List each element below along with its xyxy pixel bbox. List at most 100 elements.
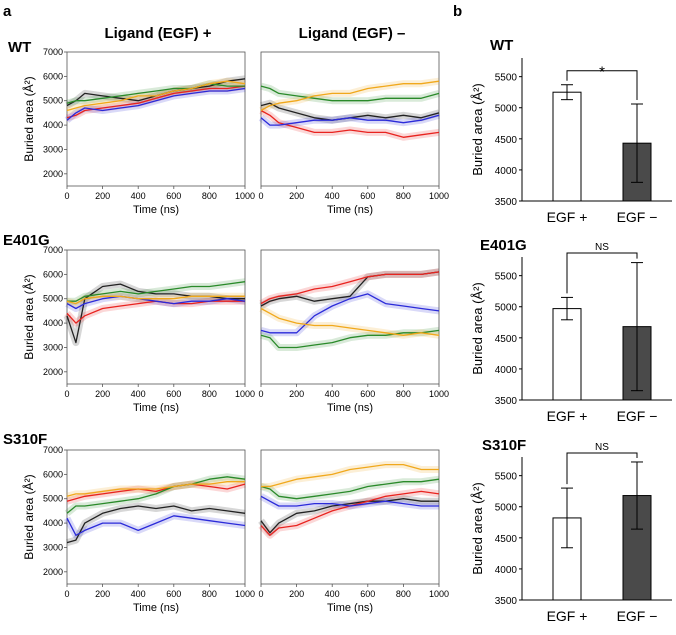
chart-e401g-bar-ytick-label: 5500 xyxy=(495,272,518,283)
chart-e401g-plus-xtick-label: 400 xyxy=(131,389,146,399)
chart-wt-minus-series-red xyxy=(260,109,440,138)
chart-e401g-bar-ytick-label: 4500 xyxy=(495,334,518,345)
chart-e401g-minus-xtick-label: 1000 xyxy=(429,389,449,399)
chart-wt-plus-xtick-label: 800 xyxy=(202,191,217,201)
chart-s310f-plus-xlabel: Time (ns) xyxy=(133,602,179,614)
chart-e401g-plus-xtick-label: 600 xyxy=(166,389,181,399)
chart-wt-minus-xtick-label: 800 xyxy=(396,191,411,201)
chart-e401g-bar-bar-0 xyxy=(552,308,582,401)
chart-wt-plus-xtick-label: 0 xyxy=(64,191,69,201)
chart-wt-minus-xtick-label: 1000 xyxy=(429,191,449,201)
chart-e401g-plus-ytick-label: 6000 xyxy=(43,269,63,279)
chart-s310f-bar-category-label-1: EGF − xyxy=(617,608,658,624)
chart-e401g-minus-frame xyxy=(260,249,440,385)
chart-e401g-plus-series-green xyxy=(67,281,246,302)
chart-wt-bar-ytick-label: 5500 xyxy=(495,73,518,84)
column-header-plus: Ligand (EGF) + xyxy=(104,25,211,42)
chart-wt-minus-xtick-label: 0 xyxy=(258,191,263,201)
chart-s310f-minus-series-red xyxy=(260,490,440,536)
chart-s310f-minus-xtick-label: 600 xyxy=(360,589,375,599)
column-header-minus: Ligand (EGF) – xyxy=(299,25,406,42)
chart-s310f-plus-ytick-label: 6000 xyxy=(43,469,63,479)
chart-s310f-bar-category-label-0: EGF + xyxy=(547,608,588,624)
chart-e401g-bar-ytick-label: 3500 xyxy=(495,396,518,407)
row-label: E401G xyxy=(480,237,527,254)
chart-s310f-bar-significance-bracket xyxy=(566,452,638,485)
chart-e401g-minus-xtick-label: 400 xyxy=(325,389,340,399)
chart-e401g-minus-xtick-label: 0 xyxy=(258,389,263,399)
chart-e401g-bar-ylabel: Buried area (Å²) xyxy=(470,282,485,374)
chart-wt-minus-xtick-label: 200 xyxy=(289,191,304,201)
chart-e401g-plus-ytick-label: 7000 xyxy=(43,245,63,255)
chart-wt-plus-xtick-label: 600 xyxy=(166,191,181,201)
chart-wt-bar-significance-label: * xyxy=(599,64,605,81)
chart-wt-minus-series-green xyxy=(260,85,440,102)
chart-wt-plus-series-black xyxy=(66,78,246,107)
chart-s310f-plus-xtick-label: 600 xyxy=(166,589,181,599)
chart-e401g-plus-xtick-label: 1000 xyxy=(235,389,255,399)
chart-e401g-plus-xtick-label: 800 xyxy=(202,389,217,399)
chart-e401g-plus-ytick-label: 2000 xyxy=(43,367,63,377)
chart-e401g-minus-xlabel: Time (ns) xyxy=(327,402,373,414)
chart-s310f-plus-xtick-label: 1000 xyxy=(235,589,255,599)
chart-wt-plus-ytick-label: 7000 xyxy=(43,47,63,57)
chart-wt-plus-series-red xyxy=(66,85,246,119)
chart-wt-minus-xtick-label: 400 xyxy=(325,191,340,201)
chart-e401g-plus-xtick-label: 200 xyxy=(95,389,110,399)
chart-e401g-bar-category-label-1: EGF − xyxy=(617,408,658,424)
row-label: WT xyxy=(490,37,513,54)
chart-wt-minus-series-blue xyxy=(260,114,440,126)
chart-wt-bar-significance-bracket xyxy=(566,70,638,101)
chart-s310f-bar-bar-0 xyxy=(552,517,582,601)
chart-e401g-minus-series-red xyxy=(260,271,440,305)
chart-e401g-plus-frame xyxy=(66,249,246,385)
chart-e401g-plus-series-blue xyxy=(66,295,246,310)
chart-e401g-plus-series-orange xyxy=(66,295,245,305)
chart-wt-bar-bar-0 xyxy=(552,91,582,202)
chart-s310f-plus-xtick-label: 200 xyxy=(95,589,110,599)
chart-e401g-bar-significance-bracket xyxy=(566,252,638,294)
chart-wt-minus-frame xyxy=(260,51,440,187)
chart-s310f-bar-ytick-label: 4000 xyxy=(495,565,518,576)
chart-s310f-minus-frame xyxy=(260,449,440,585)
chart-wt-plus-xlabel: Time (ns) xyxy=(133,204,179,216)
chart-e401g-minus-xtick-label: 600 xyxy=(360,389,375,399)
chart-s310f-bar-ylabel: Buried area (Å²) xyxy=(470,482,485,574)
chart-wt-plus-xtick-label: 200 xyxy=(95,191,110,201)
chart-e401g-bar-significance-label: NS xyxy=(595,242,609,253)
chart-s310f-plus-ytick-label: 3000 xyxy=(43,542,63,552)
chart-s310f-plus-xtick-label: 0 xyxy=(64,589,69,599)
chart-e401g-plus-ytick-label: 5000 xyxy=(43,294,63,304)
chart-wt-plus-ylabel: Buried area (Å²) xyxy=(21,76,36,161)
chart-e401g-bar-ytick-label: 5000 xyxy=(495,303,518,314)
chart-e401g-plus-xlabel: Time (ns) xyxy=(133,402,179,414)
chart-wt-plus-series-blue xyxy=(66,87,246,121)
chart-s310f-plus-series-orange xyxy=(66,481,245,497)
chart-s310f-plus-xtick-label: 400 xyxy=(131,589,146,599)
chart-s310f-plus-series-red xyxy=(66,483,246,502)
chart-s310f-minus-series-blue xyxy=(260,495,439,507)
chart-s310f-plus-ytick-label: 2000 xyxy=(43,567,63,577)
chart-wt-minus-xlabel: Time (ns) xyxy=(327,204,373,216)
chart-s310f-minus-xtick-label: 1000 xyxy=(429,589,449,599)
chart-s310f-plus-series-black xyxy=(66,505,246,544)
chart-e401g-bar-ytick-label: 4000 xyxy=(495,365,518,376)
row-label: S310F xyxy=(482,437,526,454)
chart-s310f-plus-xtick-label: 800 xyxy=(202,589,217,599)
chart-e401g-minus-xtick-label: 800 xyxy=(396,389,411,399)
chart-e401g-minus-series-orange xyxy=(260,307,440,336)
chart-s310f-plus-ytick-label: 4000 xyxy=(43,518,63,528)
chart-s310f-minus-xlabel: Time (ns) xyxy=(327,602,373,614)
chart-wt-plus-ytick-label: 6000 xyxy=(43,71,63,81)
chart-wt-plus-ytick-label: 3000 xyxy=(43,144,63,154)
chart-wt-plus-xtick-label: 1000 xyxy=(235,191,255,201)
chart-wt-bar-ytick-label: 4500 xyxy=(495,135,518,146)
chart-s310f-bar-ytick-label: 5500 xyxy=(495,472,518,483)
row-label: S310F xyxy=(3,431,47,448)
chart-wt-bar-ylabel: Buried area (Å²) xyxy=(470,83,485,175)
chart-wt-bar-ytick-label: 4000 xyxy=(495,166,518,177)
chart-wt-bar-category-label-1: EGF − xyxy=(617,209,658,225)
chart-s310f-plus-ytick-label: 5000 xyxy=(43,494,63,504)
